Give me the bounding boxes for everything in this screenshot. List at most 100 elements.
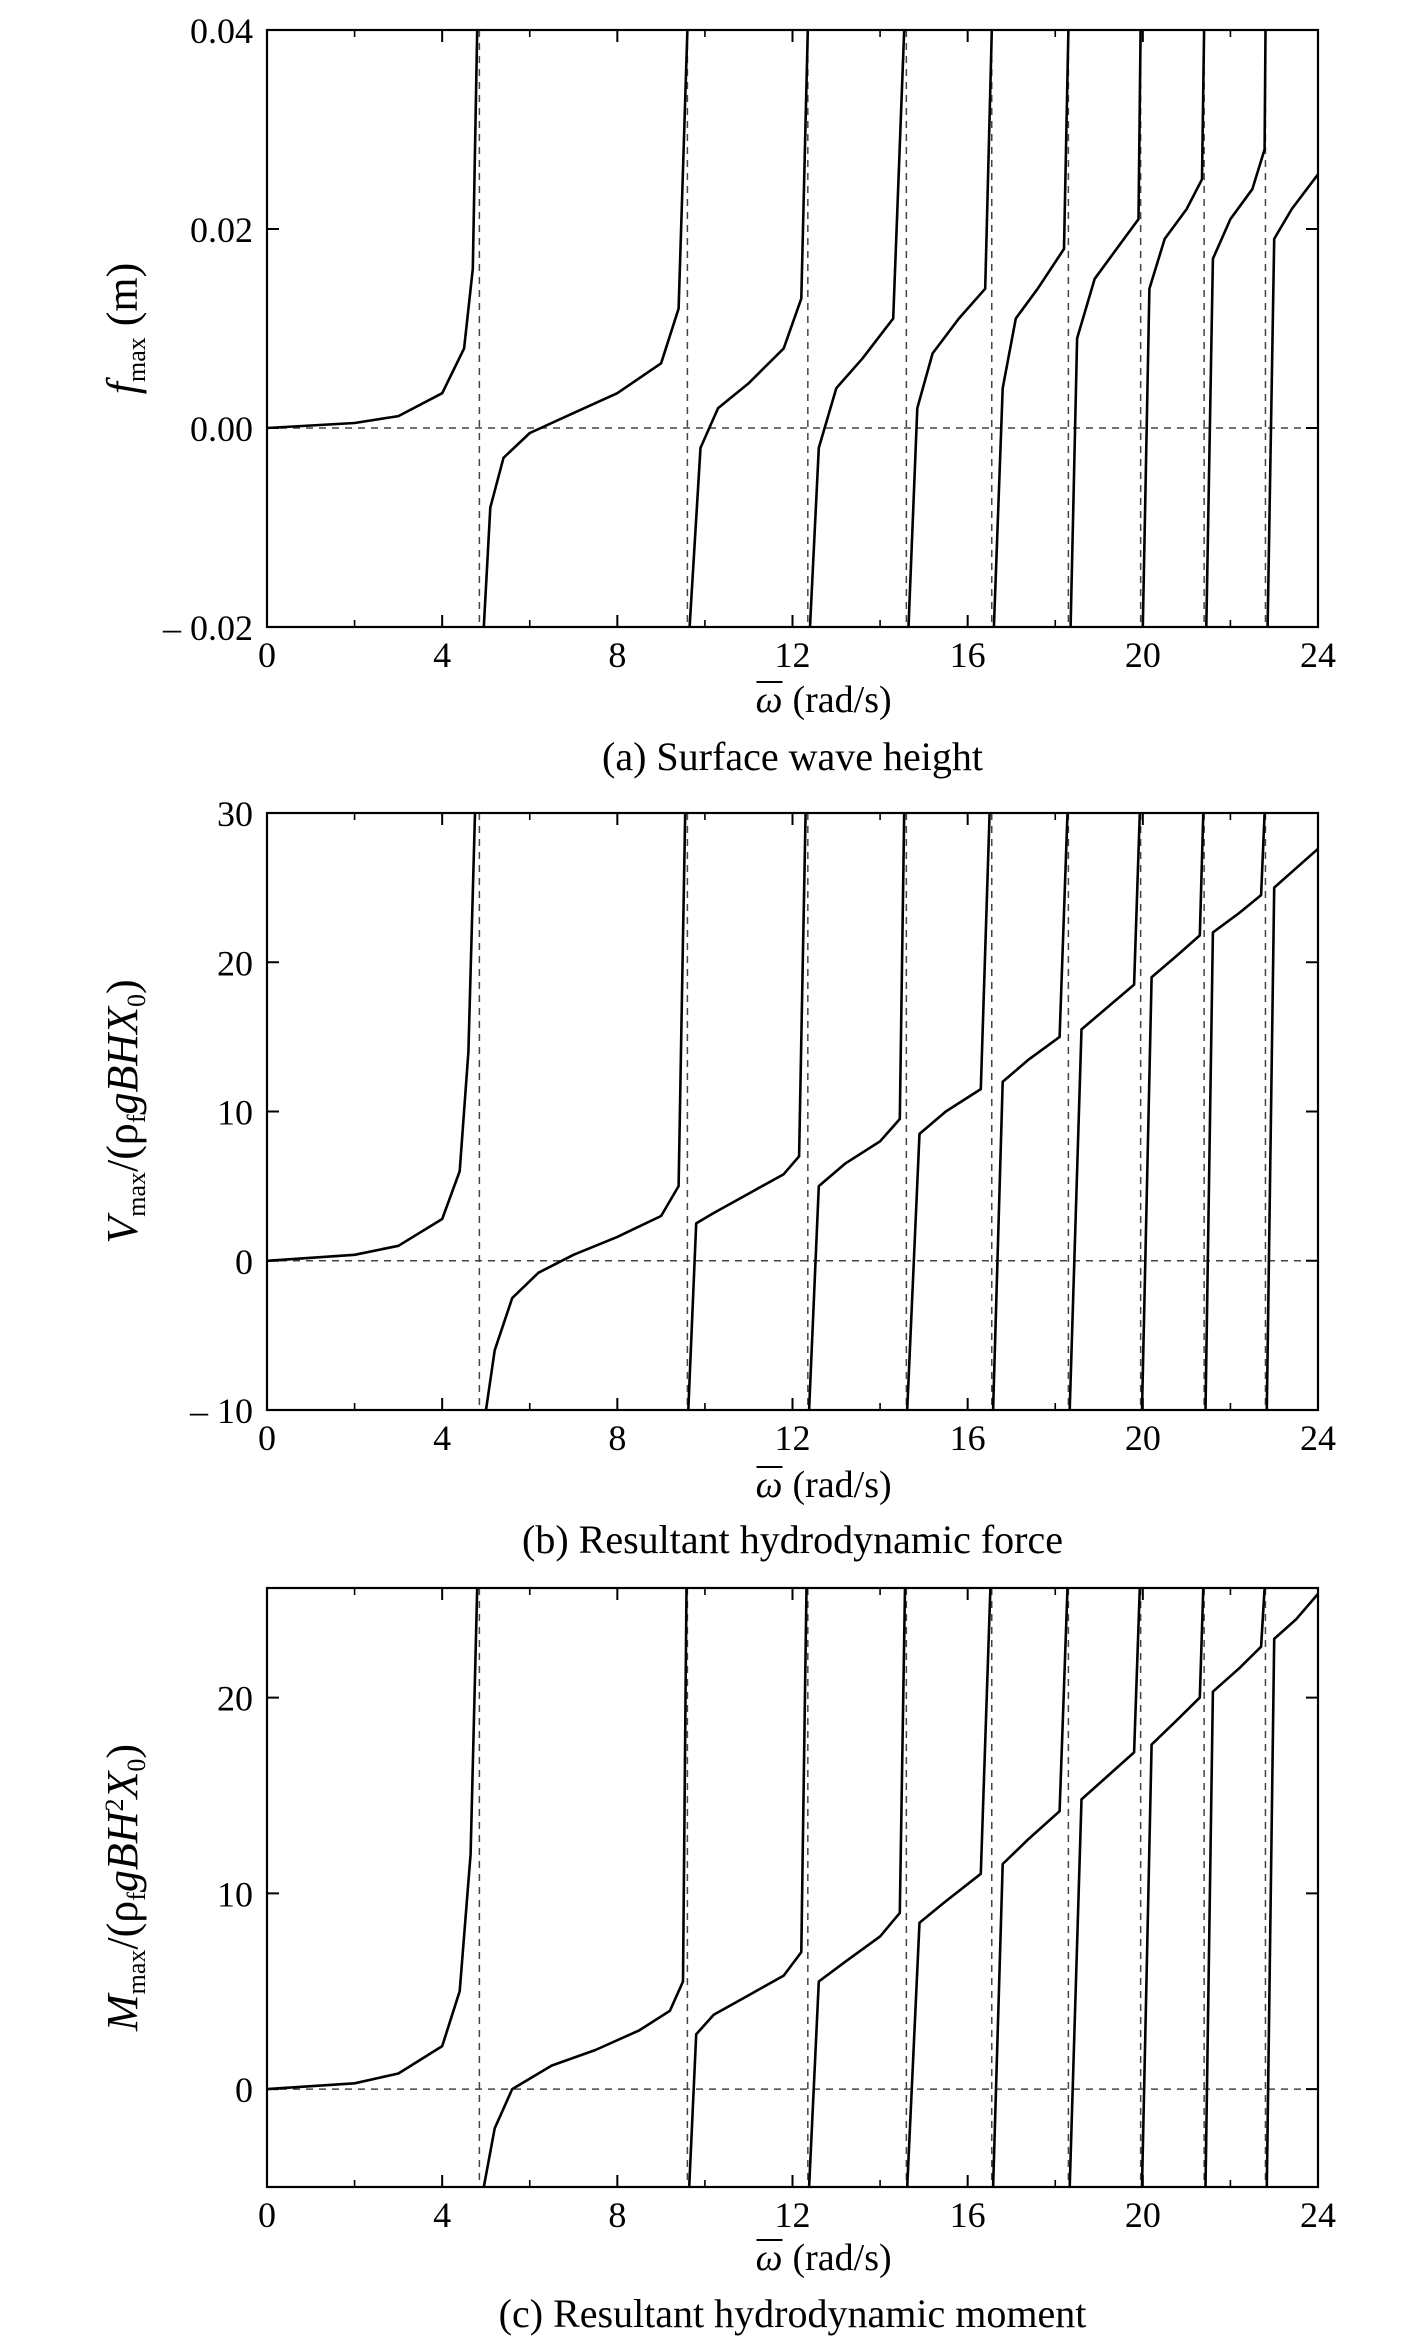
series-group — [267, 813, 1318, 1410]
y-label-superscript: 2 — [100, 1798, 129, 1811]
y-label-subscript: f — [122, 1114, 151, 1123]
series-line-8 — [1140, 1588, 1205, 2187]
x-axis-label: (rad/s) — [793, 1464, 892, 1506]
series-line-4 — [807, 1588, 907, 2187]
series-line-7 — [1069, 30, 1142, 627]
series-group — [267, 30, 1318, 627]
x-tick-label: 0 — [258, 2195, 276, 2235]
y-label-subscript: max — [122, 337, 151, 382]
x-tick-label: 8 — [608, 635, 626, 675]
series-line-7 — [1068, 1588, 1142, 2187]
x-axis-label: (rad/s) — [793, 2237, 892, 2279]
plot-frame — [265, 28, 1320, 629]
y-label-subscript: max — [122, 1172, 151, 1217]
y-tick-label: 0 — [235, 1242, 253, 1282]
series-line-8 — [1141, 30, 1206, 627]
y-tick-label: 20 — [217, 1679, 253, 1719]
series-line-4 — [808, 30, 906, 627]
y-label-symbol: V — [98, 1212, 147, 1244]
series-line-1 — [267, 1588, 479, 2091]
series-line-9 — [1205, 30, 1267, 627]
series-line-5 — [905, 813, 991, 1410]
x-tick-label: 8 — [608, 2195, 626, 2235]
y-tick-label: 0.02 — [190, 210, 253, 250]
y-label-subscript: f — [122, 1892, 151, 1901]
series-line-5 — [907, 30, 994, 627]
y-label-subscript: 0 — [122, 994, 151, 1007]
x-tick-label: 20 — [1125, 2195, 1161, 2235]
y-tick-label: 10 — [217, 1874, 253, 1914]
y-tick-label: 20 — [217, 943, 253, 983]
x-tick-label: 4 — [433, 1418, 451, 1458]
series-line-10 — [1265, 847, 1318, 1410]
y-tick-label: – 0.02 — [162, 608, 253, 648]
series-line-7 — [1068, 813, 1142, 1410]
x-tick-label: 24 — [1300, 2195, 1336, 2235]
series-line-3 — [688, 30, 810, 627]
panel-caption: (c) Resultant hydrodynamic moment — [499, 2291, 1087, 2336]
y-label-text: ) — [98, 1744, 147, 1759]
panel-caption: (b) Resultant hydrodynamic force — [522, 1517, 1063, 1562]
y-tick-label: 0 — [235, 2070, 253, 2110]
series-line-6 — [991, 1588, 1069, 2187]
series-line-1 — [267, 813, 477, 1263]
series-line-10 — [1266, 173, 1318, 627]
series-group — [267, 1588, 1318, 2187]
series-line-2 — [482, 1588, 688, 2187]
x-tick-label: 0 — [258, 635, 276, 675]
x-axis-label: (rad/s) — [793, 679, 892, 721]
x-tick-label: 4 — [433, 635, 451, 675]
y-label-text: X — [98, 1769, 147, 1800]
series-line-6 — [991, 813, 1069, 1410]
series-line-8 — [1140, 813, 1205, 1410]
x-tick-label: 8 — [608, 1418, 626, 1458]
x-tick-label: 16 — [950, 635, 986, 675]
y-tick-label: – 10 — [189, 1391, 253, 1431]
x-tick-label: 16 — [950, 1418, 986, 1458]
plot-frame — [265, 811, 1320, 1412]
x-tick-label: 20 — [1125, 1418, 1161, 1458]
series-line-3 — [687, 813, 807, 1410]
y-tick-label: 0.04 — [190, 11, 253, 51]
x-tick-label: 16 — [950, 2195, 986, 2235]
chart-panel-1: 0 4 8 12 16 20 24 – 0.02 0.00 0.02 0.04 ω (rad/s) (a)… — [98, 11, 1336, 779]
x-axis-symbol: ω — [756, 1464, 783, 1506]
series-line-2 — [484, 813, 687, 1410]
x-tick-label: 12 — [775, 635, 811, 675]
x-tick-label: 20 — [1125, 635, 1161, 675]
y-label-subscript: max — [122, 1950, 151, 1995]
y-label-text: /(ρ — [98, 1123, 147, 1172]
y-label-symbol: M — [98, 1992, 147, 2032]
y-label-subscript: 0 — [122, 1759, 151, 1772]
x-tick-label: 4 — [433, 2195, 451, 2235]
series-line-3 — [687, 1588, 808, 2187]
series-line-4 — [807, 813, 906, 1410]
series-line-5 — [905, 1588, 992, 2187]
y-tick-label: 10 — [217, 1093, 253, 1133]
x-tick-label: 0 — [258, 1418, 276, 1458]
plot-frame — [265, 1586, 1320, 2189]
y-label-text: ) — [98, 979, 147, 994]
series-line-6 — [992, 30, 1070, 627]
y-label-text: /(ρ — [98, 1901, 147, 1950]
x-axis-symbol: ω — [756, 2237, 783, 2279]
y-axis-label: fmax (m) — [98, 263, 151, 395]
x-tick-label: 12 — [775, 1418, 811, 1458]
series-line-1 — [267, 30, 479, 430]
series-line-2 — [482, 30, 689, 627]
series-line-9 — [1204, 813, 1266, 1410]
y-axis-label: Vmax/(ρfgBHX0) — [98, 979, 151, 1243]
series-line-9 — [1204, 1588, 1266, 2187]
panel-caption: (a) Surface wave height — [602, 734, 983, 779]
series-line-10 — [1265, 1593, 1318, 2187]
x-axis-symbol: ω — [756, 679, 783, 721]
x-tick-label: 12 — [775, 2195, 811, 2235]
y-label-text: gBHX — [98, 1005, 147, 1115]
x-tick-label: 24 — [1300, 1418, 1336, 1458]
y-label-text: gBH — [98, 1809, 147, 1892]
y-tick-label: 30 — [217, 794, 253, 834]
y-axis-label: Mmax/(ρfgBH2X0) — [98, 1744, 151, 2032]
